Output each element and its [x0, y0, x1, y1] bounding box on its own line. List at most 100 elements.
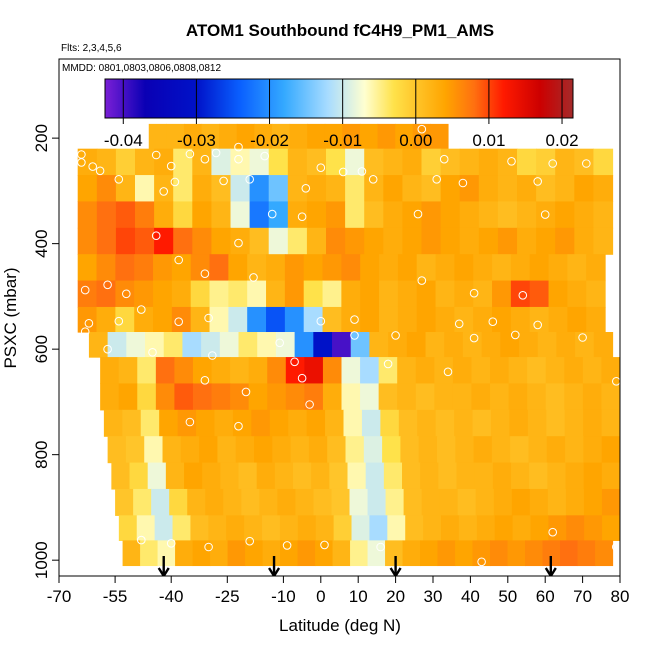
observation-point	[612, 542, 620, 552]
heatmap-cell	[144, 436, 164, 464]
observation-point	[174, 255, 183, 265]
heatmap-cell	[420, 540, 439, 567]
heatmap-cell	[196, 409, 216, 437]
heatmap-cell	[490, 383, 510, 411]
heatmap-cell	[379, 280, 399, 308]
heatmap-cell	[556, 332, 576, 358]
heatmap-cell	[147, 462, 167, 490]
heatmap-cell	[457, 488, 477, 516]
observation-point	[185, 149, 195, 159]
observation-point	[301, 184, 311, 193]
heatmap-cell	[459, 227, 480, 255]
heatmap-cell	[555, 227, 575, 255]
heatmap-cell	[593, 175, 614, 203]
heatmap-cell	[492, 462, 512, 490]
observation-point	[316, 316, 326, 326]
observation-point	[454, 319, 464, 329]
heatmap-cell	[349, 488, 369, 516]
heatmap-cell	[190, 280, 211, 308]
observation-point	[511, 330, 520, 340]
heatmap-cell	[510, 436, 530, 464]
observation-point	[540, 210, 550, 219]
observation-point	[432, 175, 442, 184]
heatmap-cell	[555, 148, 575, 176]
heatmap-cell	[364, 201, 384, 229]
heatmap-cell	[175, 540, 194, 567]
heatmap-cell	[361, 409, 381, 437]
heatmap-cell	[219, 332, 240, 358]
heatmap-cell	[510, 306, 531, 333]
heatmap-cell	[226, 515, 245, 541]
heatmap-cell	[564, 357, 584, 385]
heatmap-cell	[507, 540, 526, 567]
observation-point	[275, 338, 285, 348]
heatmap-cell	[135, 148, 155, 176]
heatmap-cell	[511, 488, 531, 516]
heatmap-cell	[369, 515, 388, 541]
heatmap-cell	[289, 123, 308, 150]
heatmap-cell	[172, 515, 192, 541]
heatmap-cell	[437, 436, 456, 464]
colorbar-ticks: -0.04 -0.03 -0.02 -0.01 0.00 0.01 0.02	[104, 79, 579, 150]
heatmap-cell	[567, 306, 587, 333]
heatmap-cell	[494, 515, 514, 541]
heatmap-cell	[510, 280, 531, 308]
heatmap-cell	[151, 488, 170, 516]
observation-point	[578, 333, 587, 342]
heatmap-cell	[249, 201, 270, 229]
heatmap-cell	[211, 383, 231, 411]
heatmap-cell	[345, 201, 365, 229]
heatmap-cell	[565, 488, 585, 516]
heatmap-cell	[475, 488, 495, 516]
heatmap-cell	[602, 515, 620, 541]
heatmap-cell	[380, 409, 400, 437]
heatmap-cell	[511, 462, 530, 490]
heatmap-cell	[536, 201, 556, 229]
heatmap-cell	[492, 306, 512, 333]
heatmap-cell	[279, 515, 299, 541]
heatmap-cell	[192, 175, 212, 203]
observation-point	[114, 316, 124, 326]
heatmap-cell	[171, 254, 192, 282]
heatmap-cell	[271, 123, 291, 150]
observation-point	[208, 351, 217, 360]
heatmap-cell	[248, 383, 268, 411]
heatmap-cell	[474, 462, 494, 490]
heatmap-cell	[177, 409, 197, 437]
observation-point	[533, 320, 543, 330]
heatmap-cell	[586, 306, 606, 333]
heatmap-cell	[435, 280, 455, 308]
observation-point	[612, 377, 620, 386]
heatmap-cell	[180, 436, 200, 464]
observation-point	[80, 327, 90, 337]
heatmap-cell	[268, 227, 289, 255]
heatmap-area	[77, 123, 620, 576]
heatmap-cell	[303, 280, 324, 308]
heatmap-cell	[567, 280, 587, 308]
observation-point	[211, 148, 221, 158]
heatmap-cell	[508, 383, 528, 411]
heatmap-cell	[103, 409, 123, 437]
heatmap-cell	[285, 357, 305, 385]
heatmap-cell	[512, 515, 532, 541]
heatmap-cell	[306, 201, 327, 229]
heatmap-cell	[395, 123, 414, 150]
heatmap-cell	[405, 515, 424, 541]
heatmap-cell	[546, 409, 566, 437]
heatmap-cell	[382, 436, 402, 464]
heatmap-cell	[601, 409, 620, 437]
flights-subtitle: Flts: 2,3,4,5,6	[61, 43, 122, 54]
heatmap-cell	[100, 357, 120, 385]
heatmap-cell	[421, 227, 442, 255]
heatmap-cell	[326, 175, 346, 203]
heatmap-cell	[169, 488, 188, 516]
heatmap-cell	[187, 488, 206, 516]
heatmap-cell	[586, 254, 606, 282]
x-tick-label: -70	[47, 587, 72, 606]
heatmap-cell	[452, 357, 473, 385]
heatmap-cell	[223, 488, 242, 516]
heatmap-cell	[471, 357, 491, 385]
heatmap-cell	[303, 306, 324, 333]
x-tick-label: 60	[536, 587, 555, 606]
heatmap-cell	[402, 201, 423, 229]
